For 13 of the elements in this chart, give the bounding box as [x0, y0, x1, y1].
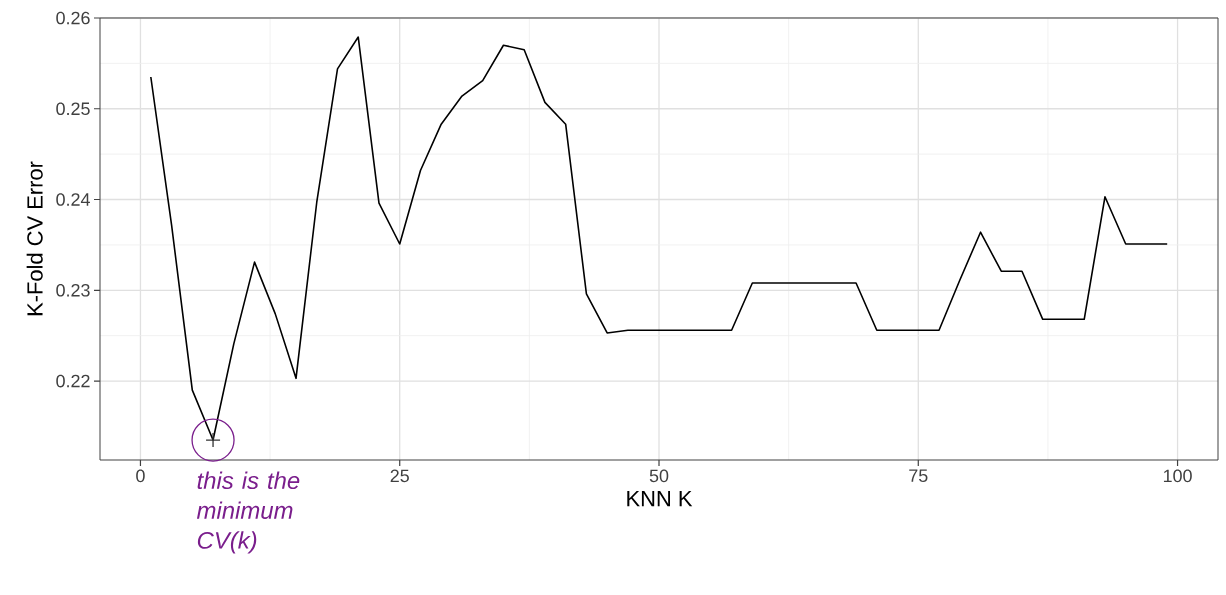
x-tick-label: 50: [649, 469, 669, 483]
x-tick-label: 75: [909, 469, 928, 483]
y-tick-label: 0.25: [56, 102, 90, 116]
x-axis-title: KNN K: [627, 491, 693, 507]
y-tick-label: 0.22: [56, 374, 90, 388]
y-tick-label: 0.23: [56, 283, 90, 297]
y-axis-title: K-Fold CV Error: [26, 161, 43, 316]
annotation: this is the minimum CV(k): [196, 471, 300, 554]
y-tick-label: 0.24: [56, 193, 90, 206]
x-tick-label: 25: [390, 469, 409, 483]
x-tick-label: 100: [1163, 469, 1192, 483]
y-tick-label: 0.26: [56, 11, 90, 25]
x-tick-label: 0: [136, 469, 145, 483]
